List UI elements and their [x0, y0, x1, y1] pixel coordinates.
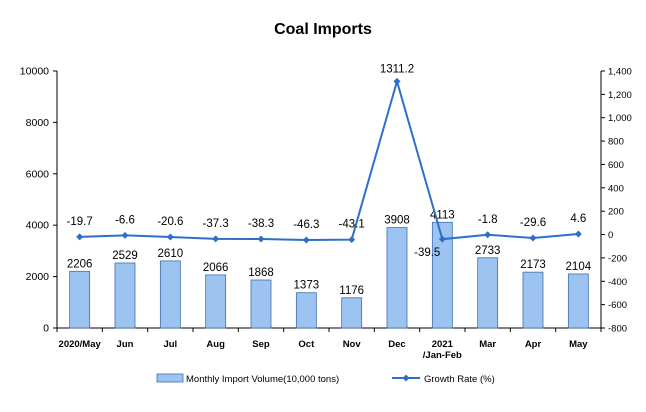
bar-import-volume: [250, 279, 272, 329]
right-axis-tick-label: -200: [608, 253, 627, 264]
bar-import-volume: [386, 227, 408, 329]
growth-rate-marker: [393, 77, 401, 85]
left-axis-tick-label: 4000: [26, 220, 50, 232]
growth-line-layer: [76, 77, 582, 244]
bar-value-label: 2610: [158, 248, 184, 260]
left-axis-tick-label: 8000: [26, 117, 50, 129]
x-axis-category-label: Nov: [343, 339, 362, 350]
x-axis-category-label: Oct: [298, 339, 315, 350]
growth-rate-marker: [121, 231, 129, 239]
right-axis-tick-label: -800: [608, 324, 627, 335]
bar-value-label: 1868: [248, 267, 274, 279]
legend-line-label: Growth Rate (%): [424, 374, 495, 385]
right-axis-tick-label: 600: [608, 160, 624, 171]
bar-import-volume: [205, 274, 227, 329]
growth-rate-marker: [257, 235, 265, 243]
x-axis-category-label: /Jan-Feb: [423, 350, 462, 361]
growth-rate-label: 4.6: [570, 213, 586, 225]
growth-rate-label: -37.3: [203, 218, 229, 230]
x-axis-category-label: Dec: [388, 339, 405, 350]
growth-rate-label: -39.5: [414, 247, 440, 259]
left-axis-tick-label: 0: [43, 323, 49, 335]
x-axis-category-label: 2020/May: [59, 339, 102, 350]
growth-rate-label: -20.6: [157, 216, 183, 228]
x-axis-category-label: Mar: [479, 339, 496, 350]
growth-rate-label: -38.3: [248, 218, 274, 230]
legend-bar-label: Monthly Import Volume(10,000 tons): [186, 374, 339, 385]
bars-layer: [69, 221, 589, 329]
bar-value-label: 2529: [112, 250, 138, 262]
x-axis-category-label: Jul: [163, 339, 177, 350]
bar-import-volume: [114, 262, 136, 329]
x-axis-category-label: Sep: [252, 339, 270, 350]
chart-title: Coal Imports: [274, 21, 372, 38]
left-axis-tick-label: 10000: [20, 66, 49, 78]
growth-rate-marker: [348, 236, 356, 244]
growth-rate-label: -1.8: [478, 214, 498, 226]
x-axis-category-label: 2021: [432, 339, 454, 350]
legend-bar-swatch: [156, 373, 184, 383]
right-axis-tick-label: 1,000: [608, 113, 632, 124]
bar-import-volume: [69, 270, 91, 329]
growth-rate-label: -29.6: [520, 217, 546, 229]
bar-value-label: 2066: [203, 262, 229, 274]
growth-rate-marker: [212, 235, 220, 243]
bar-import-volume: [295, 292, 317, 329]
growth-labels-layer: -19.7 -6.6 -20.6 -37.3 -38.3 -46.3 -43.1 1311.2…: [67, 63, 587, 259]
left-axis-tick-label: 2000: [26, 271, 50, 283]
growth-rate-label: 1311.2: [380, 63, 414, 75]
growth-rate-label: -43.1: [339, 219, 365, 231]
right-axis-tick-label: 800: [608, 137, 624, 148]
growth-rate-marker: [484, 231, 492, 239]
bar-value-label: 2173: [520, 259, 546, 271]
bar-import-volume: [159, 260, 181, 329]
bar-value-label: 2733: [475, 245, 501, 257]
legend: Monthly Import Volume(10,000 tons) Growt…: [156, 373, 495, 385]
growth-rate-marker: [438, 235, 446, 243]
right-axis-tick-label: 1,400: [608, 67, 632, 78]
growth-rate-label: -19.7: [67, 216, 93, 228]
growth-rate-marker: [302, 236, 310, 244]
legend-line-marker: [402, 374, 410, 382]
right-axis-tick-label: 1,200: [608, 90, 632, 101]
right-axis-tick-label: 0: [608, 230, 613, 241]
growth-rate-label: -46.3: [293, 219, 319, 231]
bar-value-label: 1176: [339, 285, 364, 297]
x-axis-category-label: Jun: [117, 339, 134, 350]
growth-rate-line: [79, 77, 579, 241]
bar-value-label: 3908: [384, 215, 410, 227]
bar-import-volume: [477, 257, 499, 329]
bar-import-volume: [522, 271, 544, 329]
x-axis-category-label: Apr: [525, 339, 542, 350]
growth-rate-label: -6.6: [115, 214, 135, 226]
growth-rate-marker: [76, 233, 84, 241]
axes-layer: 0200040006000800010000-800-600-400-20002…: [20, 66, 632, 362]
right-axis-tick-label: -400: [608, 277, 627, 288]
right-axis-tick-label: -600: [608, 300, 627, 311]
growth-rate-marker: [574, 230, 582, 238]
x-axis-category-label: May: [569, 339, 588, 350]
left-axis-tick-label: 6000: [26, 168, 50, 180]
right-axis-tick-label: 400: [608, 183, 624, 194]
bar-value-label: 2104: [566, 261, 592, 273]
bar-value-label: 2206: [67, 258, 93, 270]
right-axis-tick-label: 200: [608, 207, 624, 218]
growth-rate-marker: [529, 234, 537, 242]
bar-import-volume: [341, 297, 363, 329]
bar-import-volume: [431, 221, 453, 329]
x-axis-category-label: Aug: [206, 339, 225, 350]
growth-rate-marker: [166, 233, 174, 241]
bar-import-volume: [567, 273, 589, 329]
bar-value-label: 1373: [294, 280, 320, 292]
